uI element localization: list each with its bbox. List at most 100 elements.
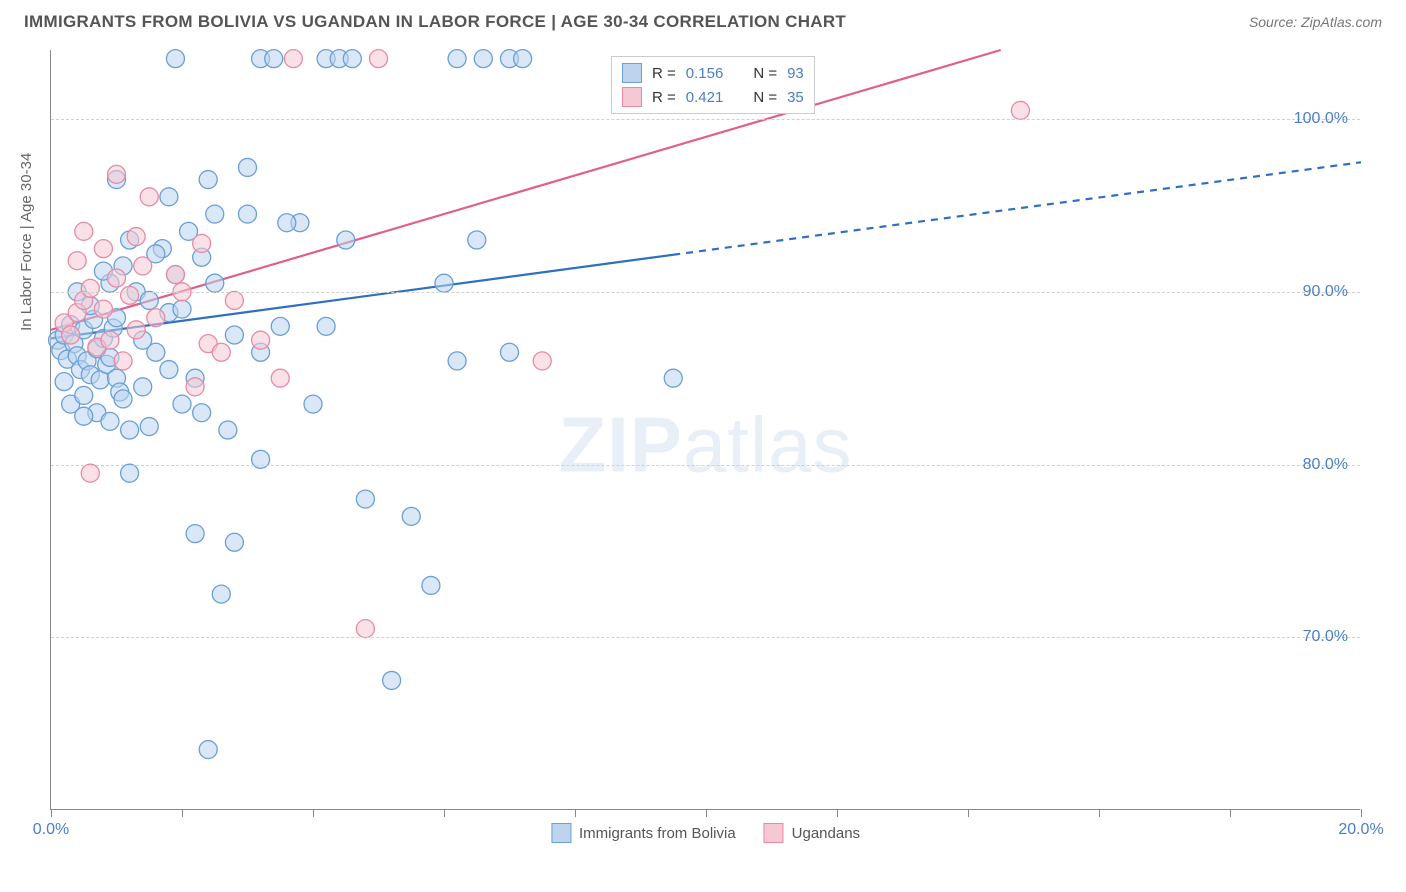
x-tick <box>575 809 576 817</box>
data-point <box>108 269 126 287</box>
data-point <box>501 343 519 361</box>
data-point <box>239 205 257 223</box>
data-point <box>252 450 270 468</box>
x-tick <box>444 809 445 817</box>
data-point <box>186 378 204 396</box>
legend-item-series-1: Ugandans <box>764 823 860 843</box>
x-tick <box>51 809 52 817</box>
series-legend: Immigrants from Bolivia Ugandans <box>551 823 860 843</box>
data-point <box>225 326 243 344</box>
data-point <box>193 404 211 422</box>
data-point <box>166 50 184 68</box>
data-point <box>173 300 191 318</box>
trend-line-dashed <box>673 162 1361 254</box>
data-point <box>127 228 145 246</box>
gridline-h <box>51 637 1360 638</box>
trend-line-solid <box>51 50 1001 330</box>
data-point <box>514 50 532 68</box>
gridline-h <box>51 119 1360 120</box>
swatch-series-1 <box>622 87 642 107</box>
data-point <box>252 331 270 349</box>
data-point <box>474 50 492 68</box>
data-point <box>212 585 230 603</box>
source-attribution: Source: ZipAtlas.com <box>1249 14 1382 30</box>
data-point <box>337 231 355 249</box>
correlation-legend: R = 0.156 N = 93 R = 0.421 N = 35 <box>611 56 815 114</box>
data-point <box>422 576 440 594</box>
data-point <box>271 317 289 335</box>
data-point <box>448 50 466 68</box>
data-point <box>193 234 211 252</box>
data-point <box>108 165 126 183</box>
data-point <box>468 231 486 249</box>
x-tick <box>182 809 183 817</box>
data-point <box>271 369 289 387</box>
data-point <box>166 266 184 284</box>
data-point <box>134 378 152 396</box>
data-point <box>448 352 466 370</box>
data-point <box>121 464 139 482</box>
data-point <box>225 533 243 551</box>
data-point <box>75 407 93 425</box>
data-point <box>206 274 224 292</box>
data-point <box>402 507 420 525</box>
gridline-h <box>51 465 1360 466</box>
data-point <box>140 188 158 206</box>
data-point <box>206 205 224 223</box>
data-point <box>317 317 335 335</box>
y-tick-label: 70.0% <box>1303 628 1348 646</box>
data-point <box>121 421 139 439</box>
data-point <box>278 214 296 232</box>
scatter-svg <box>51 50 1360 809</box>
x-tick <box>1099 809 1100 817</box>
x-tick <box>1230 809 1231 817</box>
gridline-h <box>51 292 1360 293</box>
data-point <box>212 343 230 361</box>
swatch-bottom-series-1 <box>764 823 784 843</box>
legend-item-series-0: Immigrants from Bolivia <box>551 823 736 843</box>
data-point <box>55 373 73 391</box>
y-axis-label: In Labor Force | Age 30-34 <box>18 153 35 331</box>
y-tick-label: 90.0% <box>1303 283 1348 301</box>
data-point <box>81 279 99 297</box>
data-point <box>101 412 119 430</box>
data-point <box>383 671 401 689</box>
data-point <box>1011 101 1029 119</box>
data-point <box>219 421 237 439</box>
x-tick <box>313 809 314 817</box>
x-tick <box>837 809 838 817</box>
data-point <box>81 464 99 482</box>
data-point <box>140 418 158 436</box>
y-tick-label: 100.0% <box>1294 110 1348 128</box>
x-tick-label: 20.0% <box>1338 821 1383 839</box>
data-point <box>94 300 112 318</box>
x-tick <box>706 809 707 817</box>
swatch-bottom-series-0 <box>551 823 571 843</box>
chart-plot-area: ZIPatlas R = 0.156 N = 93 R = 0.421 N = … <box>50 50 1360 810</box>
data-point <box>75 222 93 240</box>
data-point <box>121 286 139 304</box>
y-tick-label: 80.0% <box>1303 456 1348 474</box>
data-point <box>199 741 217 759</box>
data-point <box>304 395 322 413</box>
data-point <box>114 352 132 370</box>
data-point <box>147 309 165 327</box>
data-point <box>370 50 388 68</box>
data-point <box>225 291 243 309</box>
data-point <box>356 620 374 638</box>
data-point <box>284 50 302 68</box>
x-tick <box>968 809 969 817</box>
data-point <box>62 326 80 344</box>
x-tick-label: 0.0% <box>33 821 69 839</box>
data-point <box>101 331 119 349</box>
chart-title: IMMIGRANTS FROM BOLIVIA VS UGANDAN IN LA… <box>24 12 846 32</box>
swatch-series-0 <box>622 63 642 83</box>
data-point <box>68 252 86 270</box>
data-point <box>140 291 158 309</box>
data-point <box>435 274 453 292</box>
legend-row-series-0: R = 0.156 N = 93 <box>622 61 804 85</box>
legend-row-series-1: R = 0.421 N = 35 <box>622 85 804 109</box>
data-point <box>114 390 132 408</box>
data-point <box>356 490 374 508</box>
data-point <box>127 321 145 339</box>
